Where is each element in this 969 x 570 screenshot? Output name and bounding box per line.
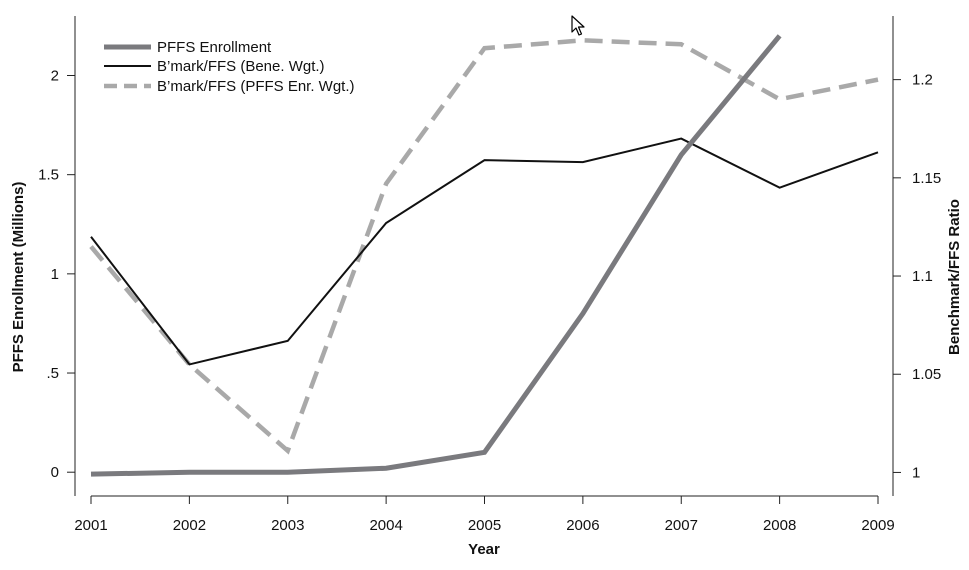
- series-line-0: [90, 34, 782, 477]
- left-y-tick-label: 0: [51, 464, 59, 481]
- legend-label: B’mark/FFS (PFFS Enr. Wgt.): [157, 78, 355, 95]
- x-tick-label: 2007: [665, 517, 698, 534]
- ticks: 2001 2002 2003 2004 2005 2006 2007 2008 2009 0 .5 1…: [38, 68, 941, 534]
- left-y-tick-label: 2: [51, 68, 59, 85]
- legend: PFFS Enrollment B’mark/FFS (Bene. Wgt.) B’…: [104, 39, 355, 95]
- legend-label: PFFS Enrollment: [157, 39, 272, 56]
- left-y-tick-label: .5: [46, 365, 59, 382]
- right-y-tick-label: 1: [912, 464, 920, 481]
- x-tick-label: 2002: [173, 517, 206, 534]
- right-y-tick-label: 1.2: [912, 72, 933, 89]
- mouse-cursor-icon: [571, 15, 585, 36]
- series: [89, 34, 879, 477]
- left-axis-title: PFFS Enrollment (Millions): [10, 182, 27, 373]
- right-y-tick-label: 1.05: [912, 366, 941, 383]
- right-y-tick-label: 1.1: [912, 268, 933, 285]
- series-line-2: [89, 38, 879, 455]
- x-tick-label: 2004: [369, 517, 402, 534]
- x-tick-label: 2001: [74, 517, 107, 534]
- right-axis-title: Benchmark/FFS Ratio: [946, 199, 963, 355]
- left-y-tick-label: 1.5: [38, 167, 59, 184]
- legend-label: B’mark/FFS (Bene. Wgt.): [157, 58, 325, 75]
- x-tick-label: 2006: [566, 517, 599, 534]
- x-axis-title: Year: [468, 541, 500, 558]
- right-y-tick-label: 1.15: [912, 170, 941, 187]
- x-tick-label: 2003: [271, 517, 304, 534]
- x-tick-label: 2005: [468, 517, 501, 534]
- x-tick-label: 2008: [763, 517, 796, 534]
- left-y-tick-label: 1: [51, 266, 59, 283]
- x-tick-label: 2009: [861, 517, 894, 534]
- series-line-1: [90, 137, 879, 366]
